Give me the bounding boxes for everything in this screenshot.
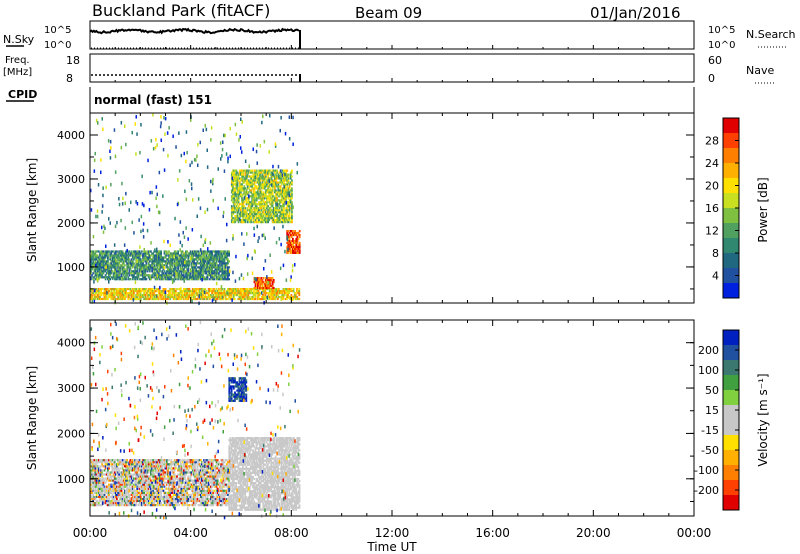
colorbar-swatch bbox=[723, 223, 739, 239]
colorbar-tick: 100 bbox=[698, 364, 719, 377]
colorbar-swatch bbox=[723, 163, 739, 179]
x-tick-label: 08:00 bbox=[274, 526, 309, 540]
colorbar-tick: -15 bbox=[701, 424, 719, 437]
y-tick-label: 3000 bbox=[57, 173, 85, 186]
colorbar-swatch bbox=[723, 133, 739, 149]
colorbar-swatch bbox=[723, 178, 739, 194]
nave-label: Nave bbox=[746, 64, 774, 77]
colorbar-tick: 28 bbox=[705, 135, 719, 148]
freq-tick-top: 18 bbox=[66, 54, 80, 67]
cpid-label: CPID bbox=[8, 88, 37, 101]
velocity-colorbar: 200 100 50 15 -15 -50 -100 -200 bbox=[694, 329, 740, 511]
colorbar-swatch bbox=[723, 390, 739, 406]
colorbar-swatch bbox=[723, 193, 739, 209]
nsky-trace bbox=[89, 27, 300, 35]
velocity-heatmap bbox=[90, 320, 301, 520]
y-tick-label: 1000 bbox=[57, 261, 85, 274]
nsky-label: N.Sky bbox=[3, 33, 35, 46]
y-tick-label: 3000 bbox=[57, 382, 85, 395]
colorbar-swatch bbox=[723, 238, 739, 254]
power-panel: 4000 3000 2000 1000 Slant Range [km] bbox=[25, 112, 695, 306]
colorbar-tick: 24 bbox=[705, 157, 719, 170]
nsky-strip: N.Sky 10^5 10^0 10^5 10^0 N.Search bbox=[3, 20, 796, 51]
colorbar-swatch bbox=[723, 345, 739, 361]
y-tick-label: 4000 bbox=[57, 129, 85, 142]
colorbar-tick: 20 bbox=[705, 180, 719, 193]
power-heatmap bbox=[90, 113, 301, 306]
colorbar-tick: -50 bbox=[701, 444, 719, 457]
y-tick-label: 2000 bbox=[57, 427, 85, 440]
x-tick-label: 16:00 bbox=[475, 526, 510, 540]
cpid-value: normal (fast) 151 bbox=[94, 93, 212, 107]
freq-unit: [MHz] bbox=[3, 67, 32, 78]
colorbar-tick: 16 bbox=[705, 202, 719, 215]
colorbar-tick: 50 bbox=[705, 384, 719, 397]
colorbar-tick: 4 bbox=[712, 270, 719, 283]
nave-tick-bottom: 0 bbox=[708, 72, 715, 85]
freq-strip: Freq. [MHz] 18 8 60 0 Nave bbox=[3, 53, 775, 85]
power-colorbar-label: Power [dB] bbox=[756, 177, 770, 242]
velocity-colorbar-label: Velocity [m s⁻¹] bbox=[756, 373, 770, 466]
colorbar-swatch bbox=[723, 435, 739, 451]
x-tick-label: 00:00 bbox=[73, 526, 108, 540]
x-tick-label: 12:00 bbox=[375, 526, 410, 540]
colorbar-swatch bbox=[723, 148, 739, 164]
nave-tick-top: 60 bbox=[708, 54, 722, 67]
freq-tick-bottom: 8 bbox=[66, 72, 73, 85]
nsky-tick-bottom: 10^0 bbox=[44, 40, 71, 51]
x-tick-label: 00:00 bbox=[677, 526, 712, 540]
y-tick-label: 1000 bbox=[57, 473, 85, 486]
velocity-ylabel: Slant Range [km] bbox=[25, 366, 39, 470]
colorbar-tick: -200 bbox=[694, 484, 719, 497]
colorbar-swatch bbox=[723, 283, 739, 299]
power-ylabel: Slant Range [km] bbox=[25, 158, 39, 262]
colorbar-swatch bbox=[723, 360, 739, 376]
colorbar-swatch bbox=[723, 480, 739, 496]
colorbar-swatch bbox=[723, 405, 739, 421]
y-tick-label: 2000 bbox=[57, 217, 85, 230]
x-tick-label: 20:00 bbox=[576, 526, 611, 540]
date-label: 01/Jan/2016 bbox=[590, 4, 681, 22]
y-tick-label: 4000 bbox=[57, 337, 85, 350]
colorbar-swatch bbox=[723, 450, 739, 466]
colorbar-swatch bbox=[723, 118, 739, 134]
station-title: Buckland Park (fitACF) bbox=[92, 1, 270, 20]
power-colorbar: 28 24 20 16 12 8 4 bbox=[705, 117, 740, 299]
velocity-panel: 4000 3000 2000 1000 Slant Range [km] bbox=[25, 319, 695, 520]
colorbar-tick: 15 bbox=[705, 404, 719, 417]
nsky-tick-top: 10^5 bbox=[44, 25, 71, 36]
freq-label: Freq. bbox=[5, 55, 30, 66]
x-tick-label: 04:00 bbox=[173, 526, 208, 540]
nsearch-tick-bottom: 10^0 bbox=[708, 40, 735, 51]
colorbar-swatch bbox=[723, 375, 739, 391]
colorbar-tick: 200 bbox=[698, 344, 719, 357]
colorbar-swatch bbox=[723, 465, 739, 481]
colorbar-tick: 8 bbox=[712, 247, 719, 260]
cpid-strip: CPID normal (fast) 151 bbox=[6, 87, 695, 113]
nsearch-label: N.Search bbox=[746, 28, 796, 41]
colorbar-swatch bbox=[723, 208, 739, 224]
colorbar-swatch bbox=[723, 330, 739, 346]
colorbar-tick: -100 bbox=[694, 464, 719, 477]
colorbar-swatch bbox=[723, 495, 739, 511]
x-axis-label: Time UT bbox=[366, 540, 417, 554]
colorbar-swatch bbox=[723, 268, 739, 284]
beam-label: Beam 09 bbox=[355, 4, 422, 22]
colorbar-swatch bbox=[723, 420, 739, 436]
colorbar-swatch bbox=[723, 253, 739, 269]
nsearch-tick-top: 10^5 bbox=[708, 25, 735, 36]
colorbar-tick: 12 bbox=[705, 225, 719, 238]
